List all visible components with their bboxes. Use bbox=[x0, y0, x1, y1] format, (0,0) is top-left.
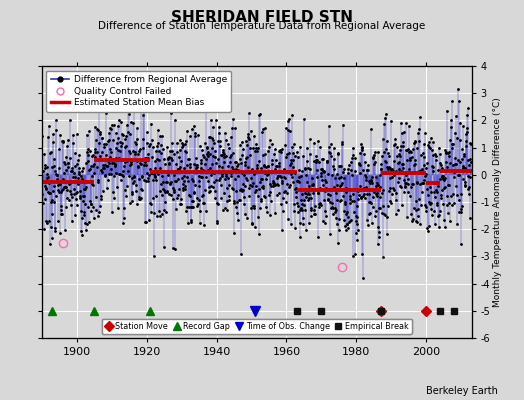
Text: Berkeley Earth: Berkeley Earth bbox=[426, 386, 498, 396]
Text: SHERIDAN FIELD STN: SHERIDAN FIELD STN bbox=[171, 10, 353, 25]
Text: Difference of Station Temperature Data from Regional Average: Difference of Station Temperature Data f… bbox=[99, 21, 425, 31]
Y-axis label: Monthly Temperature Anomaly Difference (°C): Monthly Temperature Anomaly Difference (… bbox=[493, 97, 502, 307]
Legend: Station Move, Record Gap, Time of Obs. Change, Empirical Break: Station Move, Record Gap, Time of Obs. C… bbox=[102, 318, 412, 334]
